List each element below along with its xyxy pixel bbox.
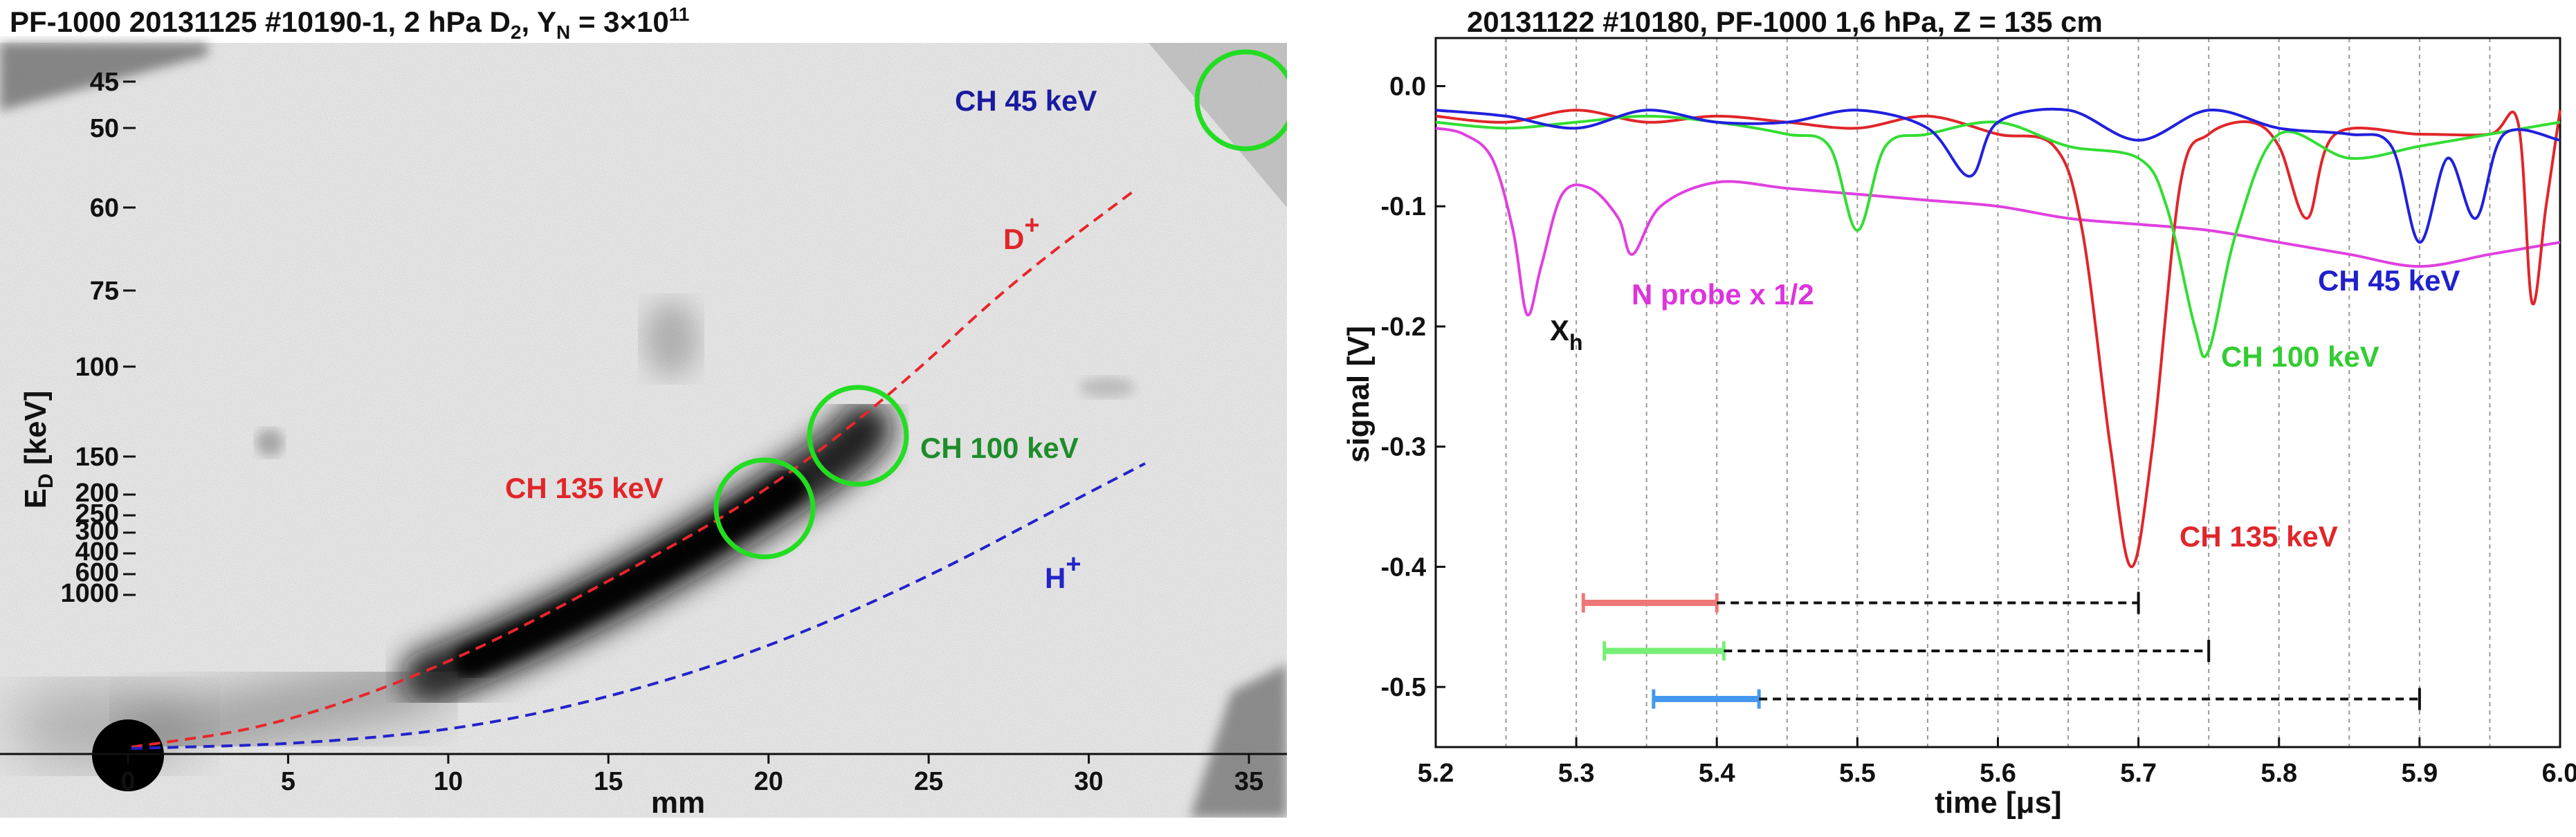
time-of-flight-bars	[1581, 591, 2421, 710]
x-tick-label: 5.4	[1699, 759, 1735, 788]
x-tick-label: 5.5	[1839, 759, 1876, 788]
label-d-plus: D+	[1003, 211, 1040, 255]
y-tick-label: 45	[90, 68, 119, 97]
y-tick-label: -0.2	[1381, 313, 1426, 342]
x-tick-label: 5.9	[2401, 759, 2438, 788]
x-tick-label: 5.6	[1980, 759, 2016, 788]
label-ch135: CH 135 keV	[505, 472, 664, 504]
x-tick-label: 6.0	[2542, 759, 2576, 788]
signal-series	[1435, 107, 2561, 569]
x-tick-label: 15	[594, 767, 623, 796]
y-tick-label: 100	[75, 353, 119, 382]
x-tick-label: 5.2	[1418, 759, 1454, 788]
circle-ch135	[713, 457, 816, 560]
series-n-probe	[1435, 127, 2561, 317]
x-tick-label: 35	[1234, 767, 1263, 796]
y-tick-label: 600	[75, 558, 119, 587]
proton-parabola	[131, 462, 1146, 750]
x-tick-label: 5	[281, 767, 295, 796]
x-axis-ticks: 0 5 10 15 20 25 30 35	[120, 754, 1263, 796]
x-axis-ticks: 5.2 5.3 5.4 5.5 5.6 5.7 5.8 5.9 6.0	[1418, 737, 2576, 788]
y-tick-label: 250	[75, 499, 119, 528]
label-ch45: CH 45 keV	[955, 84, 1097, 117]
deuteron-parabola	[131, 189, 1136, 748]
y-tick-label: 1000	[60, 579, 119, 608]
series-ch135	[1435, 109, 2561, 569]
y-tick-label: 150	[75, 443, 119, 472]
circle-ch100	[807, 385, 909, 487]
x-tick-label: 20	[754, 767, 783, 796]
label-ch100: CH 100 keV	[2221, 340, 2379, 373]
label-xh: Xh	[1550, 314, 1583, 355]
x-tick-label: 10	[434, 767, 463, 796]
y-tick-label: 50	[90, 114, 119, 143]
series-ch100	[1435, 114, 2561, 358]
x-tick-label: 30	[1074, 767, 1103, 796]
thomson-parabola-svg: PF-1000 20131125 #10190-1, 2 hPa D2, YN …	[0, 3, 1287, 837]
x-tick-label: 5.3	[1558, 759, 1595, 788]
x-axis-label: time [μs]	[1935, 786, 2061, 820]
y-axis-ticks: 0.0 -0.1 -0.2 -0.3 -0.4 -0.5	[1381, 72, 1445, 702]
x-tick-label: 25	[914, 767, 943, 796]
y-tick-label: -0.3	[1381, 433, 1426, 462]
left-chart-title: PF-1000 20131125 #10190-1, 2 hPa D2, YN …	[10, 3, 689, 43]
time-signal-panel: 20131122 #10180, PF-1000 1,6 hPa, Z = 13…	[1287, 0, 2576, 837]
x-tick-label: 5.7	[2120, 759, 2157, 788]
y-tick-label: 0.0	[1389, 72, 1426, 101]
x-tick-label: 5.8	[2260, 759, 2297, 788]
y-axis-label: ED [keV]	[19, 391, 57, 509]
label-ch45: CH 45 keV	[2318, 264, 2460, 297]
y-tick-label: 60	[90, 194, 119, 223]
circle-ch45	[1194, 49, 1287, 151]
y-axis-label: signal [V]	[1342, 326, 1376, 463]
x-axis-label: mm	[651, 786, 705, 820]
series-ch45	[1435, 107, 2561, 244]
x-tick-label: 0	[120, 767, 135, 796]
right-chart-title: 20131122 #10180, PF-1000 1,6 hPa, Z = 13…	[1467, 6, 2103, 38]
label-h-plus: H+	[1045, 550, 1081, 594]
y-tick-label: 300	[75, 517, 119, 546]
y-tick-label: 75	[90, 277, 119, 306]
thomson-parabola-image-panel: PF-1000 20131125 #10190-1, 2 hPa D2, YN …	[0, 0, 1287, 837]
vertical-grid-lines	[1505, 38, 2491, 747]
detector-image	[0, 43, 1287, 837]
y-tick-label: -0.4	[1381, 553, 1426, 582]
y-tick-label: -0.5	[1381, 673, 1426, 702]
y-tick-label: 200	[75, 479, 119, 508]
label-ch100: CH 100 keV	[920, 432, 1079, 464]
y-tick-label: 400	[75, 537, 119, 567]
time-signal-svg: 20131122 #10180, PF-1000 1,6 hPa, Z = 13…	[1342, 6, 2576, 820]
y-tick-label: -0.1	[1381, 192, 1426, 221]
label-n-probe: N probe x 1/2	[1632, 278, 1814, 311]
label-ch135: CH 135 keV	[2180, 520, 2338, 553]
